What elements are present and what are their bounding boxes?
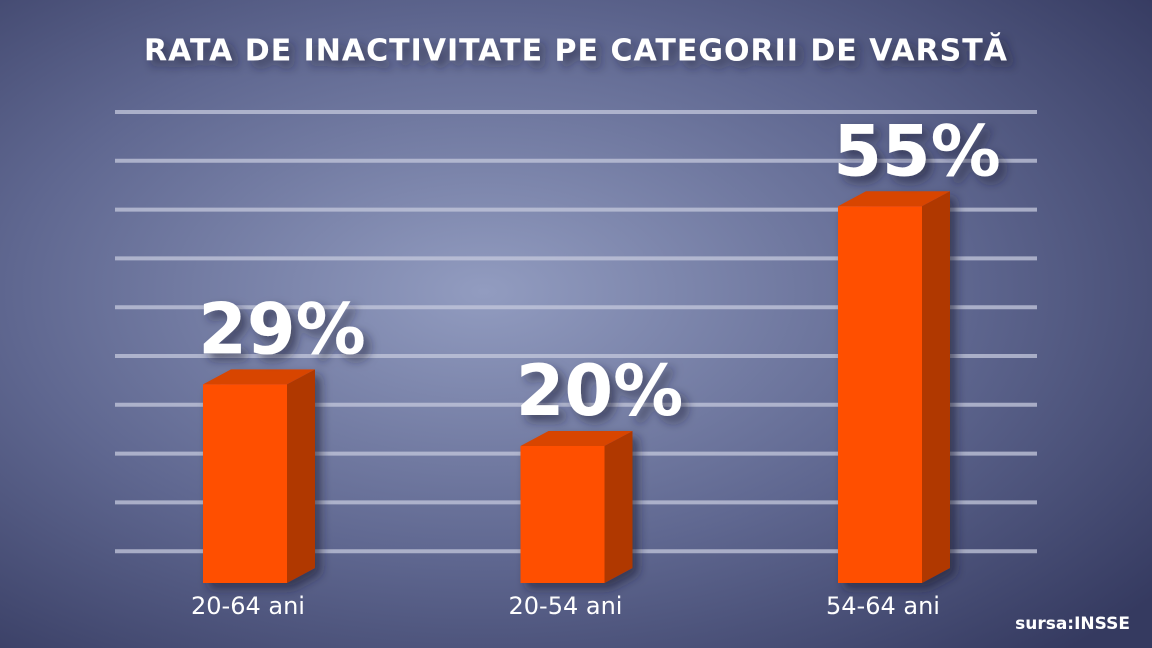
data-label: 55% [833, 110, 1001, 192]
x-tick-label: 20-64 ani [191, 592, 305, 620]
bar [520, 446, 605, 583]
bar-group [520, 431, 633, 583]
data-label: 29% [198, 288, 366, 370]
data-label: 20% [516, 350, 684, 432]
bar-side [604, 431, 633, 583]
bar-side [287, 369, 315, 583]
x-tick-label: 20-54 ani [509, 592, 623, 620]
bar-top [520, 431, 633, 446]
bar [203, 384, 287, 583]
bar-group [203, 369, 315, 583]
bar-group [838, 191, 950, 583]
bar [838, 206, 922, 583]
bar-side [922, 191, 950, 583]
chart-title: RATA DE INACTIVITATE PE CATEGORII DE VAR… [144, 32, 1008, 69]
x-tick-label: 54-64 ani [826, 592, 940, 620]
source-note: sursa:INSSE [1015, 614, 1130, 634]
bar-top [838, 191, 950, 207]
bar-top [203, 369, 315, 385]
